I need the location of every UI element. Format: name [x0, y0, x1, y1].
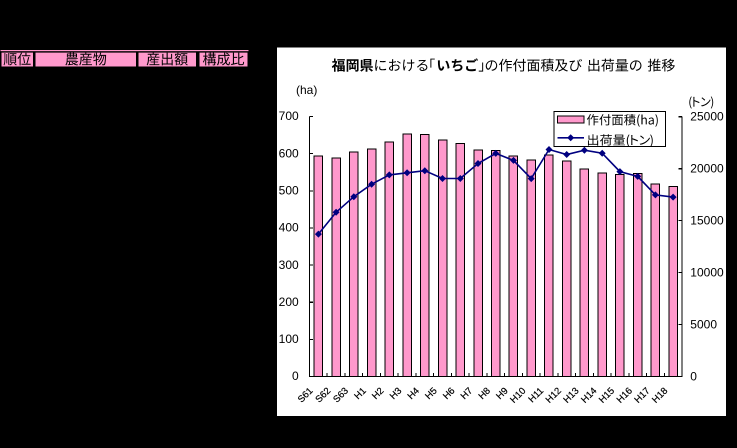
svg-text:0: 0	[292, 369, 299, 383]
svg-text:10000: 10000	[690, 266, 724, 280]
svg-text:400: 400	[279, 221, 299, 235]
svg-text:20000: 20000	[690, 162, 724, 176]
svg-text:200: 200	[279, 295, 299, 309]
svg-text:25000: 25000	[690, 110, 724, 124]
svg-text:500: 500	[279, 184, 299, 198]
svg-text:600: 600	[279, 146, 299, 160]
svg-text:5000: 5000	[690, 317, 717, 331]
svg-text:300: 300	[279, 258, 299, 272]
svg-text:(ha): (ha)	[296, 83, 317, 97]
svg-text:15000: 15000	[690, 214, 724, 228]
svg-text:700: 700	[279, 109, 299, 123]
svg-text:0: 0	[690, 369, 697, 383]
svg-text:100: 100	[279, 332, 299, 346]
